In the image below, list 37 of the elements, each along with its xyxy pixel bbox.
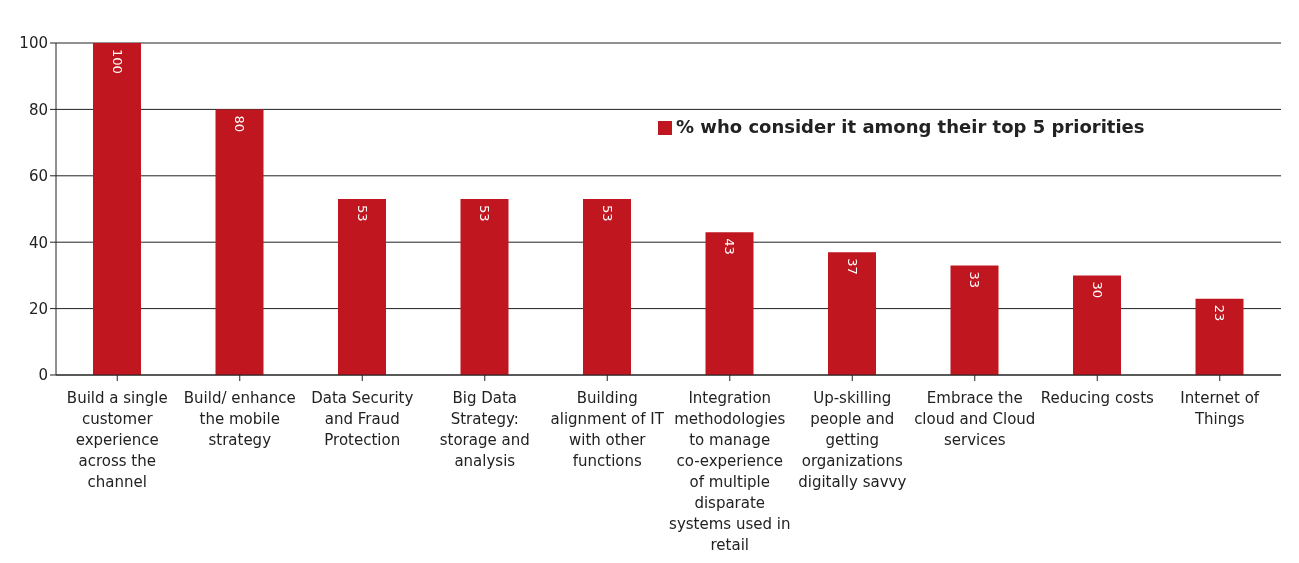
bar [950,265,999,375]
y-tick-label: 60 [28,167,48,186]
data-label: 23 [1212,304,1227,322]
data-label: 30 [1089,281,1105,298]
data-label: 43 [722,238,737,255]
bar [338,199,386,375]
bar [705,232,754,375]
x-tick-label: Building alignment of IT with other functions [550,389,665,470]
x-tick-label: Embrace the cloud and Cloud services [914,389,1036,449]
x-tick-label: Build a single customer experience across the channel [66,389,168,491]
data-label: 37 [844,258,860,275]
x-tick-label: Up-skilling people and getting organizations digitally savvy [798,389,907,491]
y-tick-label: 0 [38,366,48,385]
bar [460,199,509,375]
data-label: 33 [967,271,982,288]
data-label: 100 [109,49,125,74]
legend-label: % who consider it among their top 5 priorities [676,116,1145,137]
x-tick-label: Big Data Strategy: storage and analysis [439,389,530,470]
data-label: 53 [354,205,370,222]
y-tick-label: 80 [28,100,48,119]
y-tick-label: 100 [19,34,48,53]
data-label: 53 [599,205,615,222]
x-tick-label: Internet of Things [1180,389,1260,428]
data-label: 80 [232,115,247,132]
y-tick-label: 40 [28,233,48,252]
x-tick-label: Data Security and Fraud Protection [311,389,414,449]
x-tick-label: Build/ enhance the mobile strategy [183,389,296,449]
bar [215,109,264,375]
x-tick-label: Integration methodologies to manage co-experience of multiple disparate systems used in retail [669,389,791,554]
bar [828,252,876,375]
bar [583,199,631,375]
bar [1073,275,1121,375]
y-tick-label: 20 [28,299,48,318]
bar [93,43,141,375]
bar [1195,298,1244,375]
x-tick-label: Reducing costs [1040,389,1155,407]
data-label: 53 [477,205,492,222]
